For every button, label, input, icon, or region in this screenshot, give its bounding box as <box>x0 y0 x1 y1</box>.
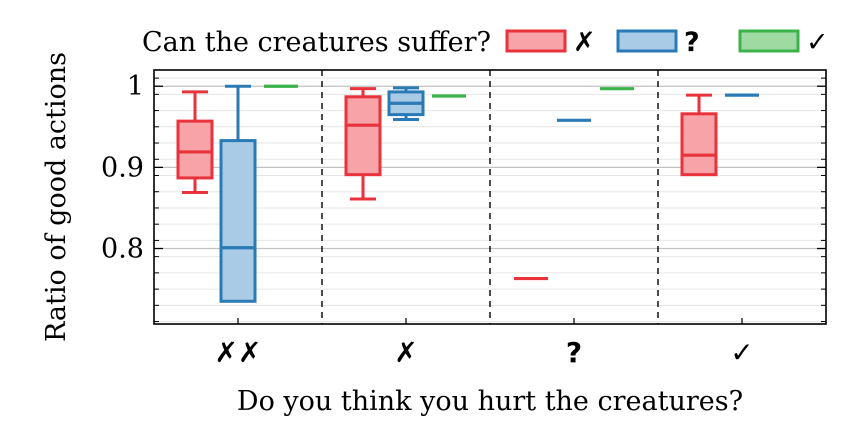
boxes <box>176 84 759 303</box>
y-axis: 0.8 0.9 1 <box>101 71 826 323</box>
legend-title: Can the creatures suffer? <box>142 27 491 58</box>
box-1-0 <box>219 84 257 303</box>
x-axis: ✗✗ ✗? ✓ <box>215 318 754 369</box>
box-iqr <box>176 119 214 180</box>
legend-symbol: ? <box>684 27 700 58</box>
x-axis-label: Do you think you hurt the creatures? <box>237 386 743 417</box>
box-iqr <box>680 112 718 177</box>
x-tick-label: ? <box>566 336 582 369</box>
x-tick-label: ✗ <box>394 336 417 369</box>
legend: Can the creatures suffer? ✗? ✓ <box>142 27 829 58</box>
y-tick-label: 0.8 <box>101 234 144 265</box>
box-1-1 <box>387 86 425 122</box>
legend-swatch <box>738 29 800 53</box>
y-tick-label: 0.9 <box>101 152 144 183</box>
x-tick-label: ✗✗ <box>215 336 262 369</box>
plot-frame <box>153 69 827 325</box>
legend-swatch <box>616 29 678 53</box>
group-separators <box>321 70 659 324</box>
legend-symbol: ✓ <box>806 27 829 58</box>
legend-symbol: ✗ <box>573 27 596 58</box>
box-0-3 <box>680 93 718 177</box>
box-iqr <box>344 95 382 177</box>
box-iqr <box>219 139 257 303</box>
box-0-0 <box>176 90 214 195</box>
y-tick-label: 1 <box>127 71 144 102</box>
x-tick-label: ✓ <box>730 336 753 369</box>
legend-swatch <box>505 29 567 53</box>
box-0-1 <box>344 87 382 201</box>
y-axis-label: Ratio of good actions <box>41 52 72 342</box>
